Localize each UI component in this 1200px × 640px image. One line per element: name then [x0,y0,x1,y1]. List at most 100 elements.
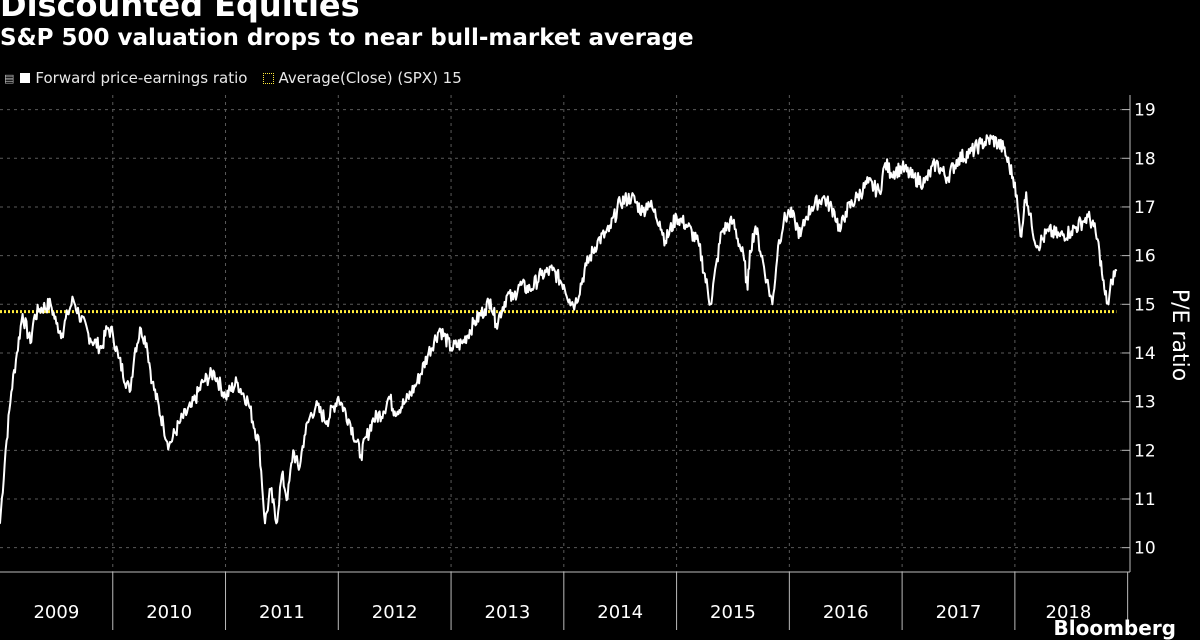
data-point [1087,215,1089,218]
data-point [224,395,227,398]
data-point [145,342,148,345]
data-point [619,201,622,203]
data-point [856,196,858,199]
data-point [348,420,351,422]
data-point [1111,279,1113,281]
data-point [326,420,328,422]
data-point [506,293,509,296]
y-tick-label: 13 [1134,393,1156,413]
data-point [309,415,311,418]
data-point [162,425,165,427]
data-point [946,176,949,179]
y-tick-label: 19 [1134,101,1156,121]
data-point [687,225,689,228]
data-point [247,400,249,403]
x-tick-label: 2013 [485,602,531,623]
data-point [720,230,723,233]
data-point [1104,293,1106,296]
data-point [568,298,571,301]
data-point [765,279,768,281]
data-point [647,201,650,203]
data-point [1030,225,1033,228]
data-point [957,157,960,160]
legend-item-average[interactable]: Average(Close) (SPX) 15 [263,69,462,87]
data-point [4,449,7,452]
data-point [269,488,272,491]
data-point [608,230,610,233]
data-point [281,473,283,476]
data-point [416,381,419,383]
data-point [1059,235,1061,237]
data-point [286,498,289,500]
data-point [337,395,340,398]
data-point [517,284,520,286]
data-point [78,313,80,315]
data-point [33,318,35,320]
data-point [1098,249,1101,252]
data-point [641,211,644,213]
data-point [1107,303,1110,306]
data-point [822,196,824,199]
y-tick-label: 16 [1134,247,1156,267]
data-point [749,249,751,252]
y-axis: 10 11 12 13 14 15 16 17 18 19 [1122,95,1156,572]
drag-handle-icon[interactable]: ⁠▤ [4,71,15,85]
data-point [427,352,430,354]
data-point [574,303,576,306]
data-point [38,308,41,310]
data-point [1019,235,1022,237]
data-point [1093,225,1095,228]
data-point [134,347,137,349]
data-point [100,347,103,349]
x-tick-label: 2014 [597,602,643,623]
data-point [878,191,881,194]
y-tick-label: 11 [1134,490,1156,510]
data-point [811,206,813,208]
data-point [743,259,746,262]
data-point [709,303,712,306]
chart-subtitle: S&P 500 valuation drops to near bull-mar… [0,25,694,51]
data-point [360,454,362,456]
data-point [980,142,982,145]
data-point [89,337,92,340]
data-point [190,405,193,408]
data-point [867,181,870,184]
data-point [675,215,678,218]
y-tick-label: 18 [1134,149,1156,169]
data-point [140,327,142,330]
data-point [179,420,182,422]
data-point [839,230,841,233]
data-point [1081,220,1084,223]
data-point [771,303,774,306]
data-point [1023,211,1025,213]
data-point [106,327,108,330]
legend-label-average: Average(Close) (SPX) 15 [278,69,462,87]
data-point [461,342,464,345]
data-point [382,410,385,413]
data-point [61,332,63,335]
data-point [292,449,294,452]
data-point [551,269,554,272]
data-point [912,176,915,179]
data-point [213,371,216,374]
data-point [275,522,278,525]
x-tick-label: 2009 [33,602,79,623]
data-point [72,298,75,301]
y-tick-label: 17 [1134,198,1156,218]
data-point [1014,181,1016,184]
chart-title: Discounted Equities [0,0,360,24]
data-point [303,434,306,437]
data-point [794,220,796,223]
data-point [388,395,390,398]
series-line-forward-pe [0,134,1117,525]
data-point [438,327,441,330]
y-tick-label: 14 [1134,344,1156,364]
data-point [653,211,655,213]
grid-layer [0,95,1122,572]
data-point [21,313,24,315]
data-point [901,167,903,169]
data-point [29,342,32,345]
year-axis: 2009 2010 2011 2012 2013 2014 2015 2016 2017 2018 [0,571,1130,630]
legend-item-series[interactable]: ⁠▤ Forward price-earnings ratio [4,69,247,87]
x-tick-label: 2015 [710,602,756,623]
